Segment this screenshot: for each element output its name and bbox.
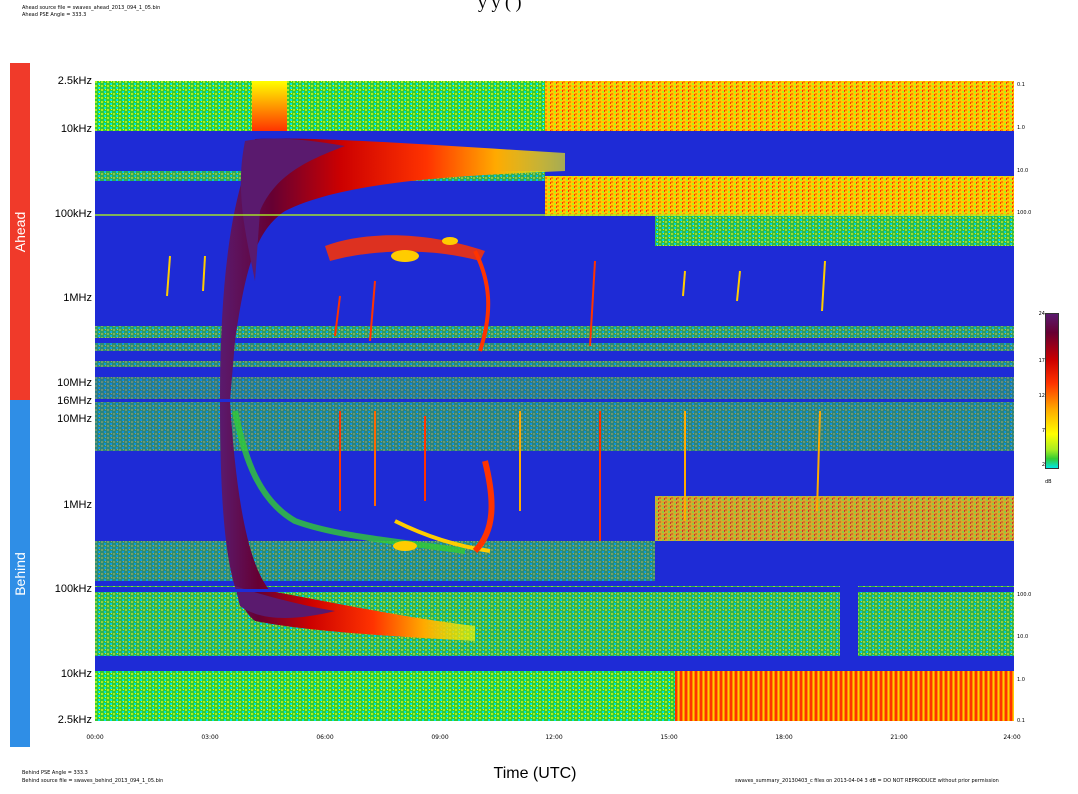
y-tick-ahead-2: 100kHz xyxy=(54,208,92,220)
colorbar-tick-2: 12 xyxy=(1038,393,1045,399)
y-tick-behind-2: 1MHz xyxy=(63,499,92,511)
colorbar-tick-0: 24 xyxy=(1038,311,1045,317)
behind-angle-note: Behind PSE Angle = 333.3 xyxy=(22,770,88,776)
x-tick-8: 24:00 xyxy=(1003,734,1021,741)
ahead-angle-note: Ahead PSE Angle = 333.3 xyxy=(22,12,87,18)
sidebar-ahead: Ahead xyxy=(10,63,30,400)
x-tick-7: 21:00 xyxy=(890,734,908,741)
y-tick-ahead-0: 2.5kHz xyxy=(57,75,92,87)
type-ii-burst-behind xyxy=(220,401,495,641)
right-tick-behind-1: 10.0 xyxy=(1017,634,1029,640)
horizontal-bands xyxy=(95,214,1014,592)
x-tick-4: 12:00 xyxy=(545,734,563,741)
y-tick-ahead-3: 1MHz xyxy=(63,292,92,304)
x-tick-3: 09:00 xyxy=(431,734,449,741)
y-tick-ahead-1: 10kHz xyxy=(60,123,92,135)
y-tick-behind-4: 10kHz xyxy=(60,668,92,680)
right-tick-ahead-1: 1.0 xyxy=(1017,125,1025,131)
behind-background-noise xyxy=(95,401,1014,721)
colorbar-tick-4: 2 xyxy=(1041,462,1045,468)
right-tick-behind-3: 0.1 xyxy=(1017,718,1025,724)
ahead-source-note: Ahead source file = swaves_ahead_2013_09… xyxy=(22,5,161,11)
type-ii-burst-ahead xyxy=(220,81,565,401)
right-tick-ahead-2: 10.0 xyxy=(1017,168,1029,174)
type-iii-bursts xyxy=(166,255,826,541)
behind-source-note: Behind source file = swaves_behind_2013_… xyxy=(22,778,164,784)
x-axis-title: Time (UTC) xyxy=(493,765,577,782)
colorbar xyxy=(1045,313,1059,469)
spectrogram-plot xyxy=(95,81,1014,721)
right-tick-ahead-0: 0.1 xyxy=(1017,82,1025,88)
footer-note: swaves_summary_20130403_c files on 2013-… xyxy=(735,778,999,784)
x-tick-2: 06:00 xyxy=(316,734,334,741)
chart-title: y y ( ) xyxy=(478,0,522,12)
right-tick-behind-2: 1.0 xyxy=(1017,677,1025,683)
x-tick-6: 18:00 xyxy=(775,734,793,741)
spectrogram-svg xyxy=(95,81,1014,721)
colorbar-tick-1: 17 xyxy=(1038,358,1045,364)
ahead-background-noise xyxy=(95,81,1014,399)
x-tick-5: 15:00 xyxy=(660,734,678,741)
right-tick-behind-0: 100.0 xyxy=(1017,592,1032,598)
right-tick-ahead-3: 100.0 xyxy=(1017,210,1032,216)
colorbar-unit: dB xyxy=(1045,479,1052,485)
x-tick-0: 00:00 xyxy=(86,734,104,741)
y-tick-ahead-4: 10MHz xyxy=(57,377,92,389)
x-tick-1: 03:00 xyxy=(201,734,219,741)
y-tick-behind-5: 2.5kHz xyxy=(57,714,92,726)
y-tick-behind-1: 10MHz xyxy=(57,413,92,425)
sidebar-behind: Behind xyxy=(10,400,30,747)
y-tick-behind-3: 100kHz xyxy=(54,583,92,595)
colorbar-tick-3: 7 xyxy=(1041,428,1045,434)
y-tick-ahead-5: 16MHz xyxy=(57,395,92,407)
